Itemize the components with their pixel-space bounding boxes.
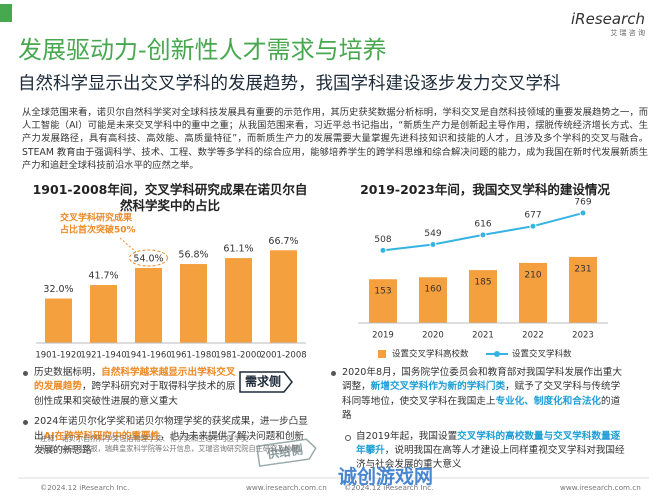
copyright: ©2024.12 iResearch Inc. (344, 483, 434, 492)
value-label: 210 (524, 270, 541, 280)
value-label: 32.0% (43, 284, 73, 295)
highlight: 自然科学越来越显示出学科交叉的发展趋势 (34, 367, 236, 393)
bar (519, 262, 547, 323)
annotation: 交叉学科研究成果 (60, 212, 133, 224)
point (429, 240, 437, 248)
chart-title: 2019-2023年间，我国交叉学科的建设情况 (360, 182, 610, 197)
value-label: 66.7% (268, 236, 298, 247)
highlight: 专业化、制度化和合法化 (495, 395, 602, 407)
text: 的道路 (342, 395, 621, 422)
bar (45, 298, 72, 343)
value-label: 160 (424, 285, 441, 295)
accent (0, 4, 12, 22)
point (479, 231, 487, 239)
highlight: 新增交叉学科作为新的学科门类 (370, 381, 506, 393)
note: 来源：中国科学报，瑞典皇家科学院等公开信息，艾瑞咨询研究院自主研究及绘制。 (40, 444, 306, 453)
annotation: 占比首次突破50% (60, 224, 136, 236)
value-label: 231 (574, 264, 591, 274)
highlight: AI在跨学科研究中的重要性 (43, 430, 161, 442)
logo: iResearch (571, 10, 645, 28)
bar (419, 277, 447, 323)
point (529, 222, 537, 230)
badge: 需求侧 (245, 374, 281, 389)
value-label: 769 (574, 198, 591, 208)
x-tick-label: 2023 (572, 331, 594, 341)
text: ，跨学科研究对于取得科学技术的原创性成果和突破性进展的意义重大 (34, 381, 236, 407)
point (579, 209, 587, 217)
title: 发展驱动力-创新性人才需求与培养 (18, 36, 387, 64)
bullet: 历史数据标明，自然科学越来越显示出学科交叉的发展趋势，跨学科研究对于取得科学技术… (22, 366, 239, 409)
text: ，赋予了交叉学科与传统学科同等地位，使交叉学科在我国走上 (342, 381, 621, 407)
value-label: 56.8% (178, 250, 208, 261)
value-label: 61.1% (223, 244, 253, 255)
note: 注释：诺贝尔自然科学奖包括物理学奖、化学奖和生理学与医学奖 (40, 434, 249, 443)
bar (369, 279, 397, 323)
value-label: 41.7% (88, 271, 118, 282)
text: 历史数据标明， (34, 367, 102, 378)
bullet: 2024年诺贝尔化学奖和诺贝尔物理学奖的获奖成果，进一步凸显出AI在跨学科研究中… (22, 415, 312, 458)
bullets-right: 2020年8月，国务院学位委员会和教育部对我国学科发展作出重大调整，新增交叉学科… (330, 366, 628, 479)
watermark: 诚创游戏网 (338, 466, 434, 488)
x-tick-label: 2020 (422, 331, 444, 341)
text: ，也为未来提供了解决问题和创新发展的新思路 (34, 430, 305, 457)
legend-label: 设置交叉学科数 (512, 349, 572, 360)
bullets-left: 历史数据标明，自然科学越来越显示出学科交叉的发展趋势，跨学科研究对于取得科学技术… (22, 366, 312, 464)
value-label: 185 (474, 278, 491, 288)
bar (569, 256, 597, 323)
bar (270, 250, 297, 343)
x-tick-label: 2019 (372, 331, 394, 341)
bar (225, 258, 252, 343)
bar (180, 264, 207, 343)
x-tick-label: 2021 (472, 331, 494, 341)
bullet: 自2019年起，我国设置交叉学科的高校数量与交叉学科数量逐年攀升，说明我国在高等… (330, 430, 628, 473)
value-label: 153 (374, 287, 391, 297)
badge: 供给侧 (265, 441, 304, 461)
x-tick-label: 1901-1920 (35, 351, 81, 361)
bar (90, 285, 117, 343)
bar (135, 267, 162, 343)
x-tick-label: 1961-1980 (170, 351, 216, 361)
bar (469, 270, 497, 323)
x-tick-label: 1941-1960 (125, 351, 171, 361)
text: 2020年8月，国务院学位委员会和教育部对我国学科发展作出重大调整， (342, 367, 622, 393)
subtitle: 自然科学显示出交叉学科的发展趋势，我国学科建设逐步发力交叉学科 (18, 74, 561, 94)
value-label: 508 (374, 235, 391, 245)
text: ，说明我国在高等人才建设上同样重视交叉学科对我国经济与社会发展的重大意义 (356, 445, 625, 471)
x-tick-label: 2001-2008 (260, 351, 306, 361)
point (379, 246, 387, 254)
x-tick-label: 1981-2000 (215, 351, 261, 361)
highlight: 交叉学科的高校数量与交叉学科数量逐年攀升 (356, 430, 621, 457)
legend-label: 设置交叉学科高校数 (392, 349, 469, 360)
legend-swatch (378, 350, 386, 358)
legend-swatch (494, 351, 500, 357)
badge-shape (256, 438, 317, 467)
value-label: 549 (424, 229, 441, 239)
x-tick-label: 2022 (522, 331, 544, 341)
value-label: 616 (474, 219, 491, 229)
text: 2024年诺贝尔化学奖和诺贝尔物理学奖的获奖成果，进一步凸显出 (34, 416, 308, 442)
x-tick-label: 1921-1940 (80, 351, 126, 361)
logo-cn: 艾 瑞 咨 询 (610, 29, 645, 37)
badge-shape (239, 371, 293, 393)
copyright: ©2024.12 iResearch Inc. (40, 483, 130, 492)
annotation-connector (119, 237, 137, 253)
notes: 注释：诺贝尔自然科学奖包括物理学奖、化学奖和生理学与医学奖 来源：中国科学报，瑞… (40, 434, 306, 454)
chart-title: 1901-2008年间，交叉学科研究成果在诺贝尔自然科学奖中的占比 (32, 182, 308, 213)
url: www.iresearch.com.cn (246, 483, 327, 492)
bullet: 2020年8月，国务院学位委员会和教育部对我国学科发展作出重大调整，新增交叉学科… (330, 366, 628, 424)
intro: 从全球范围来看，诺贝尔自然科学奖对全球科技发展具有重要的示范作用，其历史获奖数据… (22, 107, 648, 171)
highlight-ring (129, 249, 168, 267)
url: www.iresearch.com.cn (560, 483, 641, 492)
value-label: 677 (524, 211, 541, 221)
text: 自2019年起，我国设置 (356, 430, 458, 442)
value-label: 54.0% (133, 253, 163, 264)
badge-group: 供给侧 (256, 438, 317, 467)
